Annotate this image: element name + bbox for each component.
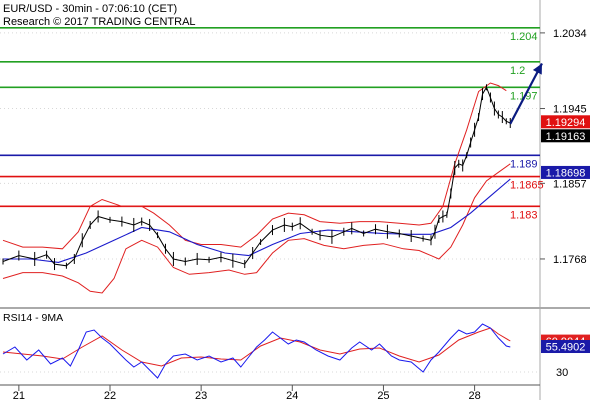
price-badge <box>541 129 590 143</box>
rsi-lines <box>2 323 511 379</box>
rsi-panel: RSI14 - 9MA 30 60.904455.4902 <box>0 312 590 386</box>
price-badge-label: 1.18698 <box>546 167 586 179</box>
rsi-badge-label: 55.4902 <box>546 342 586 354</box>
price-axis: 1.2034 1.1945 1.1857 1.1768 <box>540 28 587 266</box>
rsi-axis: 30 <box>556 367 568 379</box>
price-badge <box>541 165 590 179</box>
forecast-arrow-head <box>532 63 542 75</box>
moving-average <box>3 178 511 263</box>
forecast-arrow <box>509 62 543 125</box>
time-tick-label: 21 <box>13 390 25 400</box>
level-label: 1.1865 <box>510 180 544 192</box>
level-label: 1.2 <box>510 65 525 77</box>
rsi-line <box>2 323 511 379</box>
chart-subtitle: Research © 2017 TRADING CENTRAL <box>3 16 196 28</box>
price-tick-label: 1.1945 <box>553 104 587 116</box>
price-badge-label: 1.19163 <box>546 131 586 143</box>
bollinger-lower-line <box>2 163 511 294</box>
rsi-ma-line <box>2 327 511 367</box>
bollinger-bands <box>2 82 511 294</box>
price-tick-label: 1.1857 <box>553 178 587 190</box>
rsi-label: RSI14 - 9MA <box>3 312 63 324</box>
chart-title: EUR/USD - 30min - 07:06:10 (CET) <box>3 3 177 15</box>
price-line <box>2 86 511 267</box>
moving-average-line <box>3 178 511 263</box>
rsi-badge <box>541 340 590 354</box>
time-tick-label: 22 <box>104 390 116 400</box>
price-badge-label: 1.19294 <box>546 117 586 129</box>
price-badges: 1.19294 1.19163 1.18698 <box>541 115 590 179</box>
time-axis: 21 22 23 24 25 28 <box>13 385 481 402</box>
level-label: 1.183 <box>510 209 538 221</box>
price-badge <box>541 115 590 129</box>
price-tick-label: 1.1768 <box>553 254 587 266</box>
price-series <box>2 84 511 271</box>
time-tick-label: 23 <box>195 390 207 400</box>
level-label: 1.204 <box>510 31 538 43</box>
bollinger-upper-line <box>2 82 507 250</box>
level-label: 1.189 <box>510 158 538 170</box>
forecast-arrow-shaft <box>509 62 543 125</box>
price-tick-label: 1.2034 <box>553 28 587 40</box>
rsi-badges: 60.904455.4902 <box>541 334 590 354</box>
time-tick-label: 28 <box>468 390 480 400</box>
time-tick-label: 25 <box>377 390 389 400</box>
rsi-tick-label: 30 <box>556 367 568 379</box>
time-tick-label: 24 <box>286 390 298 400</box>
